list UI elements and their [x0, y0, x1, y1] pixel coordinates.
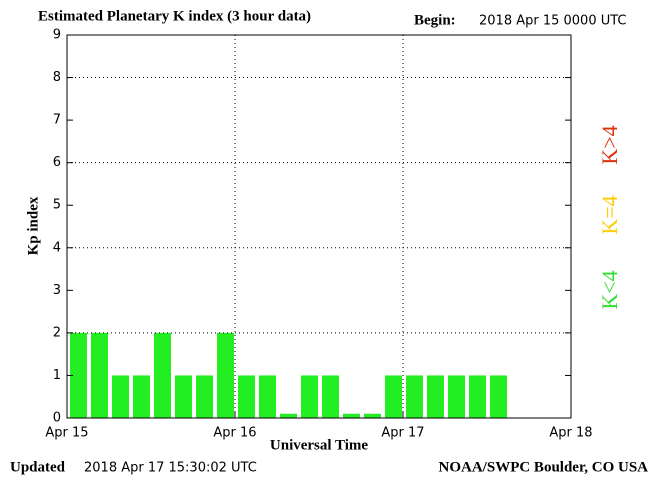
bar [280, 413, 297, 418]
bar [448, 375, 465, 418]
credit: NOAA/SWPC Boulder, CO USA [439, 459, 649, 475]
y-tick-label: 8 [53, 70, 61, 85]
y-tick-label: 2 [53, 325, 61, 340]
bar [196, 375, 213, 418]
bar [91, 332, 108, 418]
chart-title: Estimated Planetary K index (3 hour data… [38, 8, 311, 24]
bar [469, 375, 486, 418]
bar [364, 413, 381, 418]
bar [238, 375, 255, 418]
y-tick-label: 4 [53, 240, 61, 255]
legend-entry: K>4 [597, 125, 622, 164]
updated-date: 2018 Apr 17 15:30:02 UTC [84, 461, 257, 476]
x-tick-label: Apr 16 [213, 426, 256, 441]
plot-frame [66, 34, 572, 419]
bar [70, 332, 87, 418]
bar [133, 375, 150, 418]
y-tick-label: 6 [53, 155, 61, 170]
legend-entry: K<4 [597, 270, 622, 309]
x-axis-label: Universal Time [270, 437, 369, 453]
x-tick-label: Apr 15 [45, 426, 88, 441]
bar [343, 413, 360, 418]
begin-date: 2018 Apr 15 0000 UTC [479, 14, 627, 29]
x-tick-label: Apr 18 [549, 426, 592, 441]
x-tick-label: Apr 17 [381, 426, 424, 441]
y-tick-label: 7 [53, 113, 61, 128]
y-tick-label: 5 [53, 198, 61, 213]
bar [175, 375, 192, 418]
y-tick-label: 9 [53, 28, 61, 43]
y-axis-label: Kp index [25, 196, 41, 255]
bar [301, 375, 318, 418]
updated-label: Updated [10, 459, 66, 475]
begin-label: Begin: [414, 12, 456, 28]
y-tick-label: 0 [53, 411, 61, 426]
bar [259, 375, 276, 418]
bar [217, 332, 234, 418]
bar [322, 375, 339, 418]
y-tick-label: 3 [53, 283, 61, 298]
y-tick-label: 1 [53, 368, 61, 383]
bar [154, 332, 171, 418]
legend-entry: K=4 [597, 195, 622, 234]
bar [112, 375, 129, 418]
bar [385, 375, 402, 418]
bar [406, 375, 423, 418]
bar [490, 375, 507, 418]
bar [427, 375, 444, 418]
